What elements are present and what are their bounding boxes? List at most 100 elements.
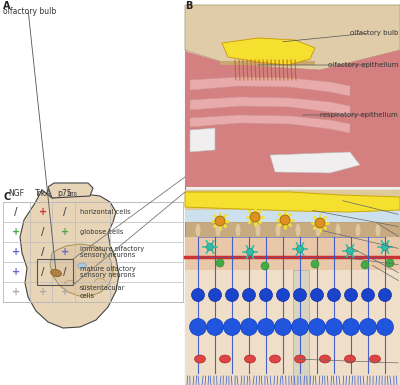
Polygon shape bbox=[190, 128, 215, 152]
Text: olfactory bulb: olfactory bulb bbox=[3, 7, 56, 16]
Text: globose cells: globose cells bbox=[80, 229, 123, 235]
Text: /: / bbox=[41, 227, 45, 237]
Text: A: A bbox=[3, 1, 10, 11]
Text: respiratory epithelium: respiratory epithelium bbox=[320, 112, 398, 118]
Circle shape bbox=[326, 318, 342, 335]
Text: /: / bbox=[63, 267, 67, 277]
Circle shape bbox=[276, 288, 290, 301]
Circle shape bbox=[378, 288, 392, 301]
Circle shape bbox=[280, 215, 290, 225]
Circle shape bbox=[342, 318, 360, 335]
Circle shape bbox=[294, 288, 306, 301]
Circle shape bbox=[208, 288, 222, 301]
Polygon shape bbox=[185, 5, 400, 70]
Bar bbox=[185, 237, 400, 270]
Text: sustentacular
cells: sustentacular cells bbox=[80, 286, 125, 298]
Circle shape bbox=[292, 318, 308, 335]
Circle shape bbox=[224, 318, 240, 335]
Text: +: + bbox=[12, 287, 20, 297]
Ellipse shape bbox=[294, 355, 306, 363]
Bar bbox=[185, 270, 400, 385]
Ellipse shape bbox=[236, 224, 240, 236]
Circle shape bbox=[362, 288, 374, 301]
Text: NGF: NGF bbox=[8, 189, 24, 198]
Polygon shape bbox=[50, 244, 113, 296]
Circle shape bbox=[242, 288, 256, 301]
Ellipse shape bbox=[316, 224, 320, 236]
Text: +: + bbox=[61, 227, 69, 237]
Text: /: / bbox=[63, 207, 67, 217]
Polygon shape bbox=[20, 190, 119, 328]
Circle shape bbox=[386, 259, 394, 267]
Circle shape bbox=[216, 259, 224, 267]
Text: /: / bbox=[41, 267, 45, 277]
Text: immature olfactory
sensory neurons: immature olfactory sensory neurons bbox=[80, 246, 144, 258]
Text: B: B bbox=[185, 1, 192, 11]
Polygon shape bbox=[48, 183, 93, 198]
Bar bbox=[3, 202, 183, 302]
Text: +: + bbox=[39, 207, 47, 217]
Circle shape bbox=[190, 318, 206, 335]
Polygon shape bbox=[270, 152, 360, 173]
Ellipse shape bbox=[344, 355, 356, 363]
Text: horizontal cells: horizontal cells bbox=[80, 209, 131, 215]
Circle shape bbox=[274, 318, 292, 335]
Circle shape bbox=[226, 288, 238, 301]
Circle shape bbox=[361, 261, 369, 269]
Circle shape bbox=[344, 288, 358, 301]
Circle shape bbox=[315, 218, 325, 228]
Ellipse shape bbox=[296, 224, 300, 236]
Text: +: + bbox=[39, 287, 47, 297]
Circle shape bbox=[206, 243, 214, 251]
Circle shape bbox=[240, 318, 258, 335]
Circle shape bbox=[206, 318, 224, 335]
Ellipse shape bbox=[370, 355, 380, 363]
Circle shape bbox=[261, 262, 269, 270]
Polygon shape bbox=[222, 38, 315, 65]
Ellipse shape bbox=[320, 355, 330, 363]
Polygon shape bbox=[185, 50, 400, 187]
Ellipse shape bbox=[356, 224, 360, 236]
Circle shape bbox=[250, 212, 260, 222]
Bar bbox=[185, 190, 400, 385]
Text: NTR: NTR bbox=[68, 192, 78, 197]
Circle shape bbox=[311, 260, 319, 268]
Circle shape bbox=[215, 216, 225, 226]
Polygon shape bbox=[185, 192, 400, 212]
Circle shape bbox=[260, 288, 272, 301]
Polygon shape bbox=[190, 97, 350, 116]
Circle shape bbox=[192, 288, 204, 301]
Ellipse shape bbox=[194, 355, 206, 363]
Bar bbox=[220, 61, 315, 65]
Polygon shape bbox=[190, 77, 350, 96]
Text: /: / bbox=[14, 207, 18, 217]
Ellipse shape bbox=[276, 224, 280, 236]
Polygon shape bbox=[190, 115, 350, 133]
Ellipse shape bbox=[244, 355, 256, 363]
Ellipse shape bbox=[78, 263, 86, 269]
Ellipse shape bbox=[336, 224, 340, 236]
Text: mature olfactory
sensory neurons: mature olfactory sensory neurons bbox=[80, 266, 136, 278]
Text: olfactory bulb: olfactory bulb bbox=[350, 30, 398, 36]
Bar bbox=[37, 259, 73, 285]
Circle shape bbox=[360, 318, 376, 335]
Ellipse shape bbox=[196, 224, 200, 236]
Text: p75: p75 bbox=[57, 189, 72, 198]
Ellipse shape bbox=[376, 224, 380, 236]
Text: TrkA: TrkA bbox=[35, 189, 52, 198]
Text: +: + bbox=[12, 247, 20, 257]
Bar bbox=[185, 210, 400, 222]
Text: +: + bbox=[61, 287, 69, 297]
Text: /: / bbox=[41, 247, 45, 257]
Text: +: + bbox=[61, 247, 69, 257]
Text: C: C bbox=[3, 192, 10, 202]
Bar bbox=[293, 270, 309, 385]
Circle shape bbox=[246, 248, 254, 256]
Bar bbox=[185, 190, 400, 210]
Circle shape bbox=[308, 318, 326, 335]
Circle shape bbox=[258, 318, 274, 335]
Circle shape bbox=[328, 288, 340, 301]
Circle shape bbox=[296, 246, 304, 253]
Text: olfactory epithelium: olfactory epithelium bbox=[328, 62, 398, 68]
Circle shape bbox=[346, 248, 354, 254]
